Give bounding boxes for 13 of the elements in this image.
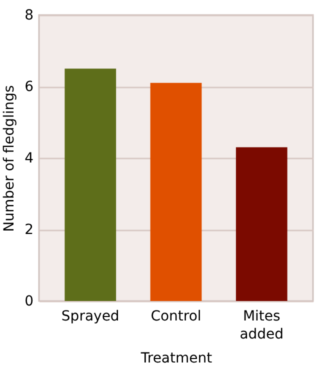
bar (64, 68, 116, 301)
y-tick-label: 4 (24, 150, 34, 166)
x-tick-label: Control (150, 308, 202, 324)
y-tick-label: 8 (24, 8, 34, 24)
x-axis-title: Treatment (140, 350, 213, 366)
bar (150, 82, 202, 301)
y-axis-title: Number of fledglings (2, 85, 18, 232)
y-tick-label: 0 (24, 294, 34, 310)
y-tick-label: 2 (24, 222, 34, 238)
y-tick-label: 6 (24, 79, 34, 95)
x-tick-label: Mites added (240, 308, 284, 342)
x-tick-label: Sprayed (61, 308, 120, 324)
bar (236, 147, 288, 301)
